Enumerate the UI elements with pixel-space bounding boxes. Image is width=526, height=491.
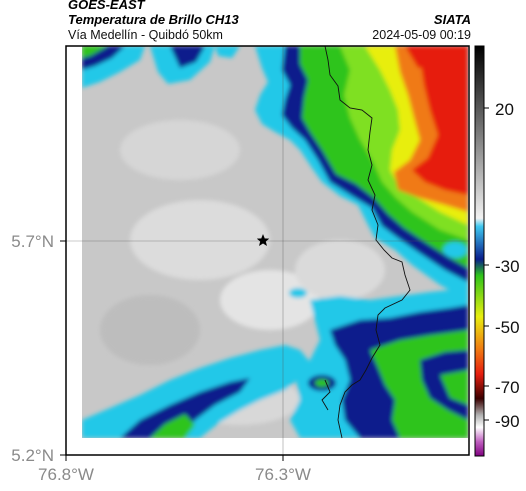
timestamp-label: 2024-05-09 00:19: [372, 28, 471, 42]
ytick-label: 5.2°N: [11, 446, 54, 465]
colorbar-gradient: [474, 45, 485, 457]
border-segment: [321, 379, 331, 411]
route-subtitle: Vía Medellín - Quibdó 50km: [68, 28, 223, 42]
satellite-title: GOES-EAST: [68, 0, 145, 12]
product-title: Temperatura de Brillo CH13: [68, 12, 239, 27]
xtick-label: 76.3°W: [255, 465, 311, 484]
xtick-label: 76.8°W: [38, 465, 94, 484]
agency-label: SIATA: [433, 12, 471, 27]
colorbar-label: 20: [495, 100, 514, 119]
colorbar-label: -30: [495, 257, 520, 276]
plot-frame: [65, 45, 470, 456]
colorbar-label: -50: [495, 318, 520, 337]
header: GOES-EAST Temperatura de Brillo CH13 Vía…: [68, 0, 472, 46]
star-marker: [256, 233, 270, 247]
colorbar-label: -70: [495, 378, 520, 397]
coastline: [324, 45, 411, 439]
brightness-temperature-field: [82, 46, 468, 438]
colorbar: 20 -30 -50 -70 -90: [474, 45, 520, 457]
ytick-label: 5.7°N: [11, 232, 54, 251]
colorbar-label: -90: [495, 412, 520, 431]
